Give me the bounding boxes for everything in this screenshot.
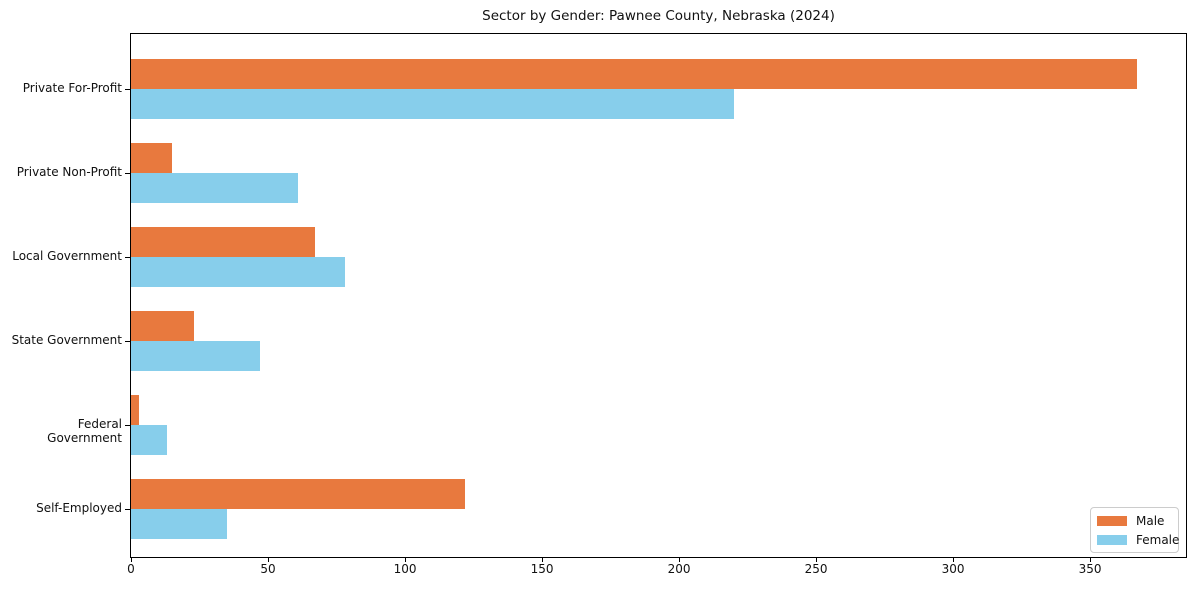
x-tick-mark-100 xyxy=(404,558,406,562)
x-tick-mark-200 xyxy=(678,558,680,562)
bar-female-4 xyxy=(131,425,167,455)
x-tick-label-150: 150 xyxy=(530,562,554,576)
x-tick-mark-50 xyxy=(267,558,269,562)
bar-male-3 xyxy=(131,311,194,341)
x-tick-label-350: 350 xyxy=(1078,562,1102,576)
y-tick-label-4: Federal Government xyxy=(47,417,122,445)
bar-male-0 xyxy=(131,59,1137,89)
legend-entry-male: Male xyxy=(1097,513,1172,528)
x-tick-label-0: 0 xyxy=(127,562,135,576)
bar-male-2 xyxy=(131,227,315,257)
male-swatch-icon xyxy=(1097,515,1127,526)
bar-female-1 xyxy=(131,173,298,203)
y-tick-label-5: Self-Employed xyxy=(36,501,122,515)
x-tick-label-250: 250 xyxy=(804,562,828,576)
x-tick-label-300: 300 xyxy=(941,562,965,576)
y-tick-label-0: Private For-Profit xyxy=(22,81,122,95)
bar-female-5 xyxy=(131,509,227,539)
x-tick-mark-250 xyxy=(815,558,817,562)
bar-male-1 xyxy=(131,143,172,173)
legend-label-male: Male xyxy=(1136,513,1165,528)
x-tick-mark-0 xyxy=(130,558,132,562)
x-tick-label-100: 100 xyxy=(393,562,417,576)
chart-title: Sector by Gender: Pawnee County, Nebrask… xyxy=(482,8,835,24)
x-tick-mark-350 xyxy=(1089,558,1091,562)
legend-label-female: Female xyxy=(1136,532,1180,547)
bar-female-0 xyxy=(131,89,734,119)
x-tick-mark-150 xyxy=(541,558,543,562)
x-tick-label-200: 200 xyxy=(667,562,691,576)
bar-female-3 xyxy=(131,341,260,371)
female-swatch-icon xyxy=(1097,534,1127,545)
x-tick-mark-300 xyxy=(952,558,954,562)
bar-female-2 xyxy=(131,257,345,287)
legend-entry-female: Female xyxy=(1097,532,1179,547)
legend: Male Female xyxy=(1090,507,1179,553)
y-tick-label-1: Private Non-Profit xyxy=(16,165,122,179)
x-tick-label-50: 50 xyxy=(260,562,276,576)
plot-area: Male Female xyxy=(130,33,1187,558)
y-tick-label-3: State Government xyxy=(11,333,122,347)
bar-male-4 xyxy=(131,395,139,425)
bar-male-5 xyxy=(131,479,465,509)
y-tick-label-2: Local Government xyxy=(12,249,122,263)
